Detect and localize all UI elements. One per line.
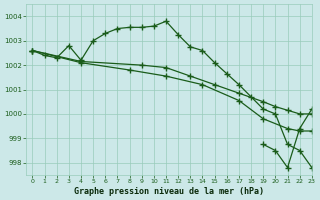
X-axis label: Graphe pression niveau de la mer (hPa): Graphe pression niveau de la mer (hPa) [74,187,264,196]
